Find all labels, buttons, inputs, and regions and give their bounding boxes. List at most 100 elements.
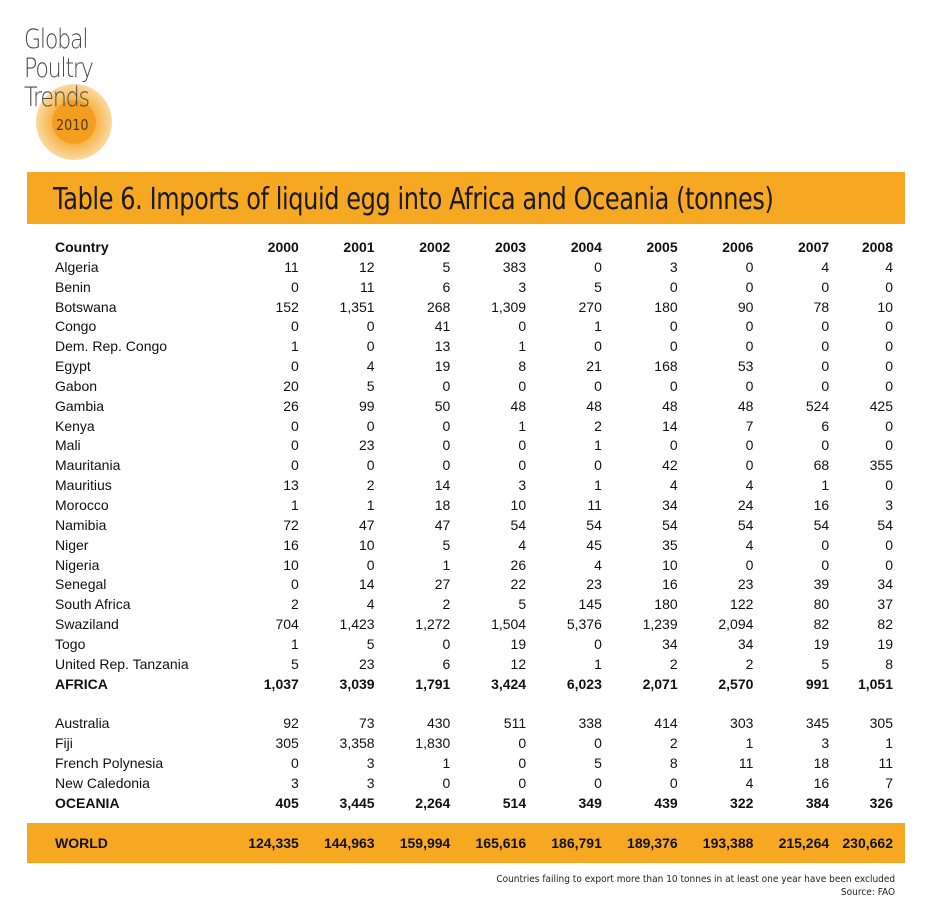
value-cell: 19: [434, 358, 451, 375]
value-cell: 39: [813, 576, 830, 593]
value-cell: 1,423: [339, 616, 375, 633]
value-cell: 0: [366, 417, 375, 434]
value-cell: 23: [359, 655, 375, 672]
value-cell: 42: [662, 457, 678, 474]
value-cell: 405: [275, 794, 299, 811]
table-row: Algeria 11 12 5 383 0 3 0 4 4: [27, 258, 905, 278]
value-cell: 152: [275, 298, 299, 315]
world-total-row: WORLD 124,335 144,963 159,994 165,616 186,791…: [27, 823, 905, 863]
value-cell: 1,037: [263, 675, 299, 692]
value-cell: 54: [586, 516, 602, 533]
value-cell: 0: [885, 318, 893, 335]
world-value-cell: 193,388: [702, 835, 754, 851]
value-cell: 0: [518, 754, 527, 771]
value-cell: 1: [885, 735, 893, 752]
value-cell: 8: [669, 754, 678, 771]
value-cell: 80: [813, 596, 830, 613]
value-cell: 1: [821, 477, 830, 494]
value-cell: 1,051: [857, 675, 893, 692]
country-cell: Algeria: [55, 258, 99, 275]
value-cell: 26: [283, 397, 299, 414]
world-value-cell: 165,616: [475, 835, 527, 851]
value-cell: 8: [885, 655, 893, 672]
value-cell: 19: [813, 635, 830, 652]
value-cell: 430: [426, 715, 451, 732]
world-value-cell: 144,963: [323, 835, 375, 851]
value-cell: 0: [885, 358, 893, 375]
value-cell: 0: [821, 377, 830, 394]
value-cell: 68: [813, 457, 830, 474]
value-cell: 41: [434, 318, 451, 335]
value-cell: 47: [434, 516, 451, 533]
country-cell: Mali: [55, 437, 81, 454]
value-cell: 1: [594, 318, 602, 335]
logo-line-1: Global: [24, 24, 88, 55]
value-cell: 5: [594, 278, 602, 295]
value-cell: 0: [366, 457, 375, 474]
value-cell: 35: [662, 536, 678, 553]
value-cell: 5: [442, 258, 451, 275]
value-cell: 0: [669, 318, 678, 335]
country-cell: Kenya: [55, 417, 95, 434]
value-cell: 425: [869, 397, 893, 414]
value-cell: 2: [291, 596, 299, 613]
table-row: New Caledonia 3 3 0 0 0 0 4 16 7: [27, 774, 905, 794]
value-cell: 1: [594, 655, 602, 672]
value-cell: 270: [578, 298, 602, 315]
value-cell: 7: [745, 417, 754, 434]
value-cell: 18: [813, 754, 830, 771]
value-cell: 0: [291, 576, 299, 593]
value-cell: 383: [502, 258, 527, 275]
country-cell: South Africa: [55, 596, 131, 613]
value-cell: 168: [654, 358, 678, 375]
value-cell: 0: [366, 556, 375, 573]
value-cell: 5: [821, 655, 830, 672]
spacer-cell: [27, 694, 905, 714]
value-cell: 0: [442, 774, 451, 791]
value-cell: 0: [518, 318, 527, 335]
column-header-year: 2003: [494, 239, 527, 255]
value-cell: 48: [510, 397, 527, 414]
table-row: Congo 0 0 41 0 1 0 0 0 0: [27, 317, 905, 337]
value-cell: 82: [877, 616, 893, 633]
value-cell: 3,358: [339, 735, 375, 752]
table-row: Namibia 72 47 47 54 54 54 54 54 54: [27, 516, 905, 536]
value-cell: 6: [442, 278, 451, 295]
value-cell: 514: [502, 794, 527, 811]
value-cell: 0: [821, 437, 830, 454]
value-cell: 1,504: [491, 616, 527, 633]
value-cell: 2,264: [415, 794, 451, 811]
value-cell: 34: [662, 496, 678, 513]
world-value-cell: 159,994: [399, 835, 451, 851]
value-cell: 13: [434, 338, 451, 355]
value-cell: 3: [366, 774, 375, 791]
country-cell: AFRICA: [55, 675, 108, 692]
value-cell: 54: [510, 516, 527, 533]
value-cell: 0: [885, 278, 893, 295]
logo-year: 2010: [56, 116, 89, 134]
value-cell: 1: [518, 417, 527, 434]
value-cell: 0: [885, 377, 893, 394]
value-cell: 10: [662, 556, 678, 573]
value-cell: 4: [885, 258, 893, 275]
value-cell: 11: [284, 258, 299, 275]
value-cell: 6,023: [566, 675, 602, 692]
value-cell: 384: [805, 794, 830, 811]
value-cell: 1,351: [339, 298, 375, 315]
value-cell: 73: [359, 715, 375, 732]
value-cell: 4: [745, 536, 754, 553]
value-cell: 0: [745, 437, 754, 454]
value-cell: 23: [586, 576, 602, 593]
table-row: Mauritania 0 0 0 0 0 42 0 68 355: [27, 456, 905, 476]
table-title: Table 6. Imports of liquid egg into Afri…: [53, 182, 774, 217]
value-cell: 0: [518, 735, 527, 752]
logo-line-3: Trends: [24, 82, 90, 113]
value-cell: 2: [594, 417, 602, 434]
value-cell: 3: [366, 754, 375, 771]
column-header-year: 2006: [722, 239, 754, 255]
value-cell: 0: [291, 358, 299, 375]
value-cell: 90: [737, 298, 754, 315]
value-cell: 14: [359, 576, 375, 593]
value-cell: 11: [738, 754, 754, 771]
value-cell: 0: [291, 437, 299, 454]
